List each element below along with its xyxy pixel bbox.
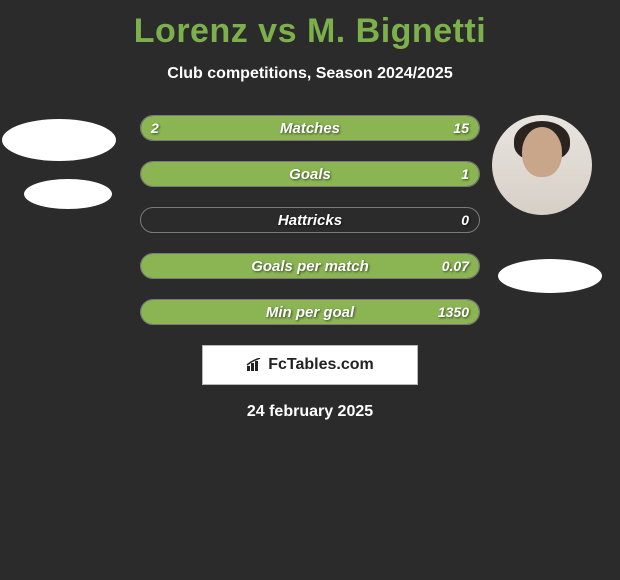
page-title: Lorenz vs M. Bignetti [0,0,620,51]
value-right: 15 [453,116,469,140]
fctables-logo: FcTables.com [202,345,418,385]
subtitle: Club competitions, Season 2024/2025 [0,65,620,83]
chart-icon [246,358,264,372]
player-left-club-badge [24,179,112,209]
row-label: Goals per match [141,254,479,278]
value-right: 0 [461,208,469,232]
comparison-row: Goals1 [140,161,480,187]
row-label: Min per goal [141,300,479,324]
player-right-avatar [492,115,592,215]
comparison-row: Goals per match0.07 [140,253,480,279]
value-right: 1350 [438,300,469,324]
player-left-avatar [2,119,116,161]
value-right: 0.07 [442,254,469,278]
logo-text: FcTables.com [268,356,374,374]
date-text: 24 february 2025 [0,403,620,421]
comparison-row: 2Matches15 [140,115,480,141]
comparison-row: Hattricks0 [140,207,480,233]
comparison-row: Min per goal1350 [140,299,480,325]
player-right-club-badge [498,259,602,293]
comparison-rows: 2Matches15 Goals1 Hattricks0 Goals per matc… [140,115,480,325]
value-right: 1 [461,162,469,186]
comparison-chart: 2Matches15 Goals1 Hattricks0 Goals per matc… [0,115,620,325]
row-label: Matches [141,116,479,140]
row-label: Hattricks [141,208,479,232]
row-label: Goals [141,162,479,186]
